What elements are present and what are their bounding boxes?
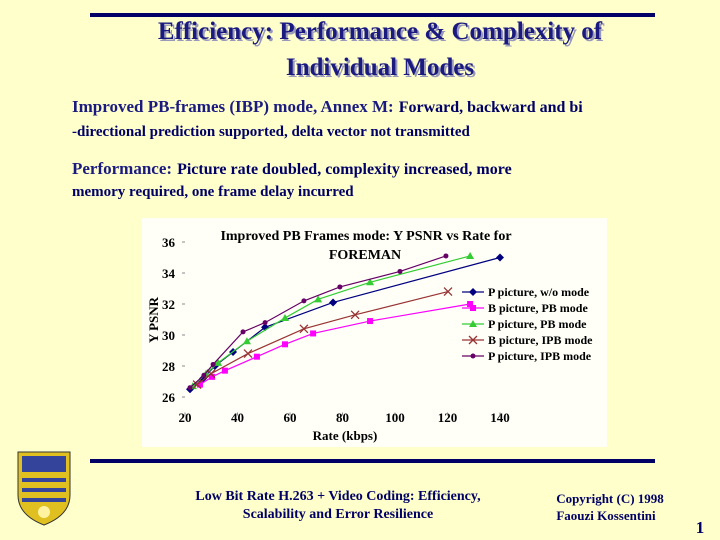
marker — [262, 320, 268, 326]
bullet-text: Performance: Picture rate doubled, comple… — [72, 159, 512, 178]
marker — [470, 305, 476, 311]
legend-label: P picture, IPB mode — [488, 349, 592, 363]
marker — [468, 335, 478, 345]
footer-text: Scalability and Error Resilience — [243, 507, 433, 522]
marker — [469, 288, 477, 296]
marker — [397, 268, 403, 274]
marker — [187, 385, 193, 391]
y-tick-label: 26 — [162, 390, 176, 405]
marker — [443, 253, 449, 259]
marker — [337, 284, 343, 290]
marker — [282, 341, 289, 348]
x-tick-label: 120 — [438, 410, 458, 425]
series-line — [192, 255, 471, 387]
marker — [443, 287, 453, 297]
legend-label: P picture, PB mode — [488, 317, 587, 331]
legend-label: B picture, PB mode — [488, 301, 588, 315]
marker — [366, 278, 375, 286]
chart-title: Improved PB Frames mode: Y PSNR vs Rate … — [220, 229, 511, 244]
chart-title: FOREMAN — [329, 248, 401, 263]
marker — [206, 369, 216, 379]
marker — [310, 330, 317, 337]
legend-label: P picture, w/o mode — [488, 285, 590, 299]
footer-text: Low Bit Rate H.263 + Video Coding: Effic… — [195, 489, 480, 504]
y-tick-label: 28 — [162, 359, 176, 374]
marker — [201, 372, 207, 378]
marker — [221, 367, 228, 374]
bullet-text: -directional prediction supported, delta… — [72, 124, 471, 140]
y-tick-label: 36 — [162, 235, 176, 250]
marker — [196, 381, 203, 388]
marker — [469, 320, 477, 327]
marker — [210, 361, 216, 367]
chart-panel — [142, 218, 607, 447]
y-tick-label: 34 — [162, 266, 176, 281]
marker — [350, 310, 360, 320]
x-axis-label: Rate (kbps) — [313, 428, 378, 443]
legend-label: B picture, IPB mode — [488, 333, 593, 347]
marker — [496, 253, 504, 262]
marker — [301, 298, 307, 304]
marker — [314, 295, 323, 303]
bullet-text: Improved PB-frames (IBP) mode, Annex M: F… — [72, 97, 583, 116]
y-tick-label: 32 — [162, 297, 175, 312]
marker — [281, 313, 290, 321]
slide-title: Individual Modes — [286, 54, 475, 81]
page-number: 1 — [696, 518, 705, 537]
slide-title: Efficiency: Performance & Complexity of — [158, 18, 603, 45]
marker — [470, 353, 476, 359]
title-shadow: Efficiency: Performance & Complexity of — [160, 20, 605, 47]
chart: Improved PB Frames mode: Y PSNR vs Rate … — [146, 229, 593, 443]
marker — [253, 353, 260, 360]
marker — [209, 373, 216, 380]
logo — [17, 451, 71, 526]
copyright: Faouzi Kossentini — [556, 508, 656, 523]
marker — [214, 358, 223, 366]
x-tick-label: 40 — [231, 410, 244, 425]
marker — [243, 349, 253, 359]
x-tick-label: 100 — [385, 410, 405, 425]
title-shadow: Individual Modes — [288, 56, 477, 83]
x-tick-label: 80 — [336, 410, 349, 425]
marker — [192, 380, 202, 390]
marker — [240, 329, 246, 335]
x-tick-label: 60 — [284, 410, 297, 425]
bullet-text: memory required, one frame delay incurre… — [72, 184, 354, 200]
y-tick-label: 30 — [162, 328, 175, 343]
copyright: Copyright (C) 1998 — [556, 491, 664, 506]
x-tick-label: 20 — [179, 410, 192, 425]
x-tick-label: 140 — [490, 410, 510, 425]
marker — [299, 324, 309, 334]
marker — [242, 337, 251, 345]
marker — [467, 301, 474, 307]
marker — [466, 251, 475, 259]
marker — [329, 298, 338, 307]
marker — [367, 318, 374, 325]
y-axis-label: Y PSNR — [146, 296, 161, 343]
